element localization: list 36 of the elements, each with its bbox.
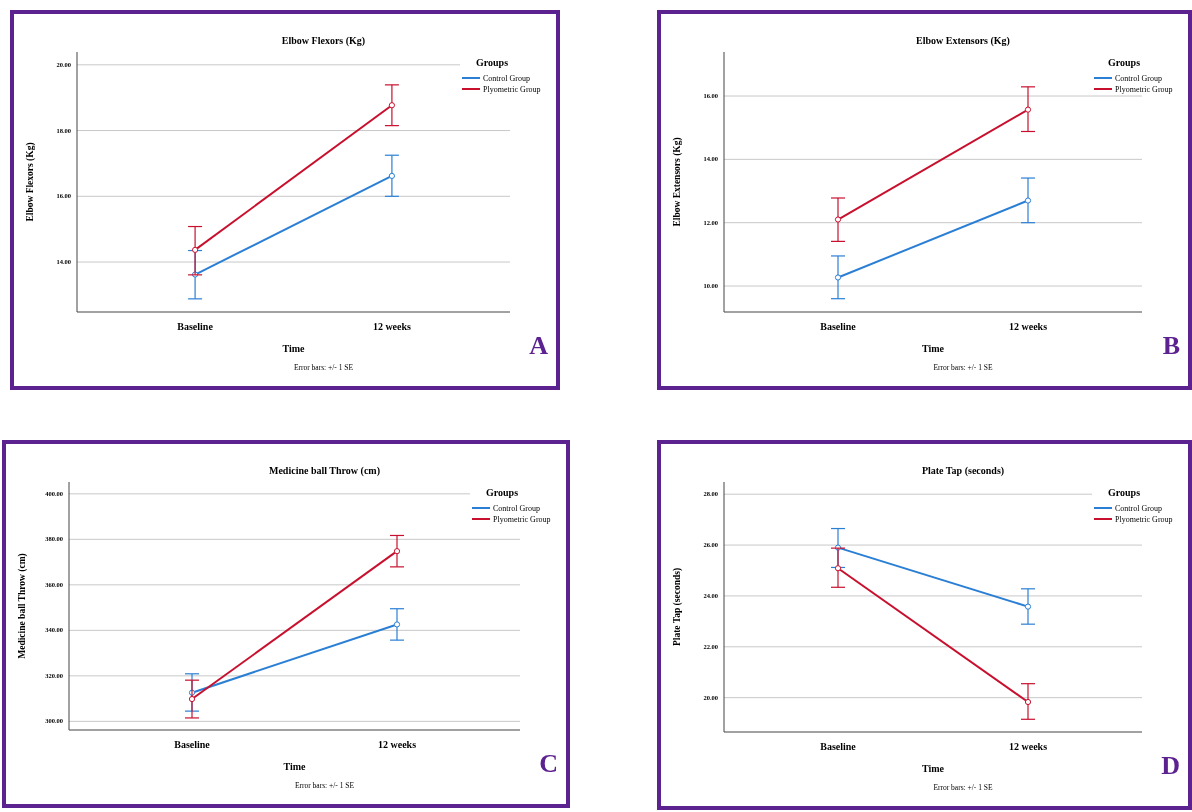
x-tick-label: Baseline: [174, 739, 211, 750]
legend-title: Groups: [1107, 487, 1141, 498]
text: A: [529, 331, 549, 360]
legend-label: Plyometric Group: [493, 514, 551, 524]
legend-title: Groups: [475, 57, 509, 68]
x-tick-label: Baseline: [820, 741, 857, 752]
legend-label: Control Group: [493, 503, 540, 513]
x-axis-title: Time: [283, 761, 307, 772]
legend-label: Control Group: [483, 73, 530, 83]
x-tick-label: 12 weeks: [377, 739, 417, 750]
legend-label: Control Group: [1115, 73, 1162, 83]
x-tick-label: Baseline: [820, 321, 857, 332]
x-tick-label: 12 weeks: [1008, 321, 1048, 332]
legend-label: Plyometric Group: [483, 84, 541, 94]
legend-label: Control Group: [1115, 503, 1162, 513]
x-tick-label: Baseline: [177, 321, 214, 332]
text: C: [539, 749, 558, 778]
chart-title: Elbow Flexors (Kg): [281, 35, 366, 47]
y-axis-title: Elbow Extensors (Kg): [672, 137, 683, 227]
chart-title: Elbow Extensors (Kg): [916, 35, 1010, 47]
y-axis-title: Elbow Flexors (Kg): [25, 142, 36, 222]
chart-title: Plate Tap (seconds): [921, 465, 1005, 477]
legend-title: Groups: [485, 487, 519, 498]
text: B: [1162, 331, 1180, 360]
legend-label: Plyometric Group: [1115, 514, 1173, 524]
legend-label: Plyometric Group: [1115, 84, 1173, 94]
y-axis-title: Plate Tap (seconds): [672, 567, 683, 647]
x-tick-label: 12 weeks: [1008, 741, 1048, 752]
x-axis-title: Time: [282, 343, 306, 354]
x-axis-title: Time: [921, 343, 945, 354]
x-axis-title: Time: [921, 763, 945, 774]
text: D: [1161, 751, 1180, 780]
x-tick-label: 12 weeks: [372, 321, 412, 332]
chart-title: Medicine ball Throw (cm): [268, 465, 381, 477]
legend-title: Groups: [1107, 57, 1141, 68]
y-axis-title: Medicine ball Throw (cm): [17, 553, 28, 659]
